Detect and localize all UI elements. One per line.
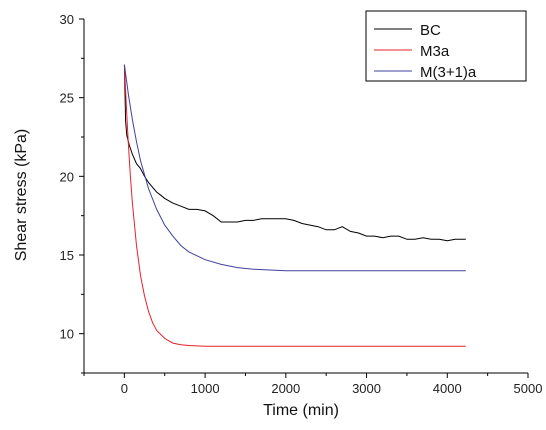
legend-label-bc: BC: [420, 22, 441, 39]
ticks: 0 1000 2000 3000 4000 5000 10 15 20 25 30: [60, 12, 543, 396]
y-tick-label: 20: [60, 169, 74, 184]
y-axis-title: Shear stress (kPa): [13, 129, 30, 261]
legend: BC M3a M(3+1)a: [365, 10, 527, 82]
plot-lines: [123, 64, 466, 347]
legend-label-m3a: M3a: [420, 43, 450, 60]
x-tick-label: 0: [121, 381, 128, 396]
series-line-bc: [123, 64, 466, 242]
x-axis-title: Time (min): [263, 402, 339, 419]
y-tick-label: 10: [60, 327, 74, 342]
legend-box: [365, 10, 527, 82]
series-line-m31a: [123, 64, 466, 272]
legend-label-m31a: M(3+1)a: [420, 64, 477, 81]
x-tick-label: 1000: [191, 381, 220, 396]
y-tick-label: 30: [60, 12, 74, 27]
x-tick-label: 4000: [433, 381, 462, 396]
x-tick-label: 2000: [271, 381, 300, 396]
x-tick-label: 5000: [514, 381, 543, 396]
x-tick-label: 3000: [352, 381, 381, 396]
y-tick-label: 15: [60, 248, 74, 263]
axes: [83, 19, 528, 374]
y-tick-label: 25: [60, 91, 74, 106]
series-line-m3a: [123, 64, 466, 347]
